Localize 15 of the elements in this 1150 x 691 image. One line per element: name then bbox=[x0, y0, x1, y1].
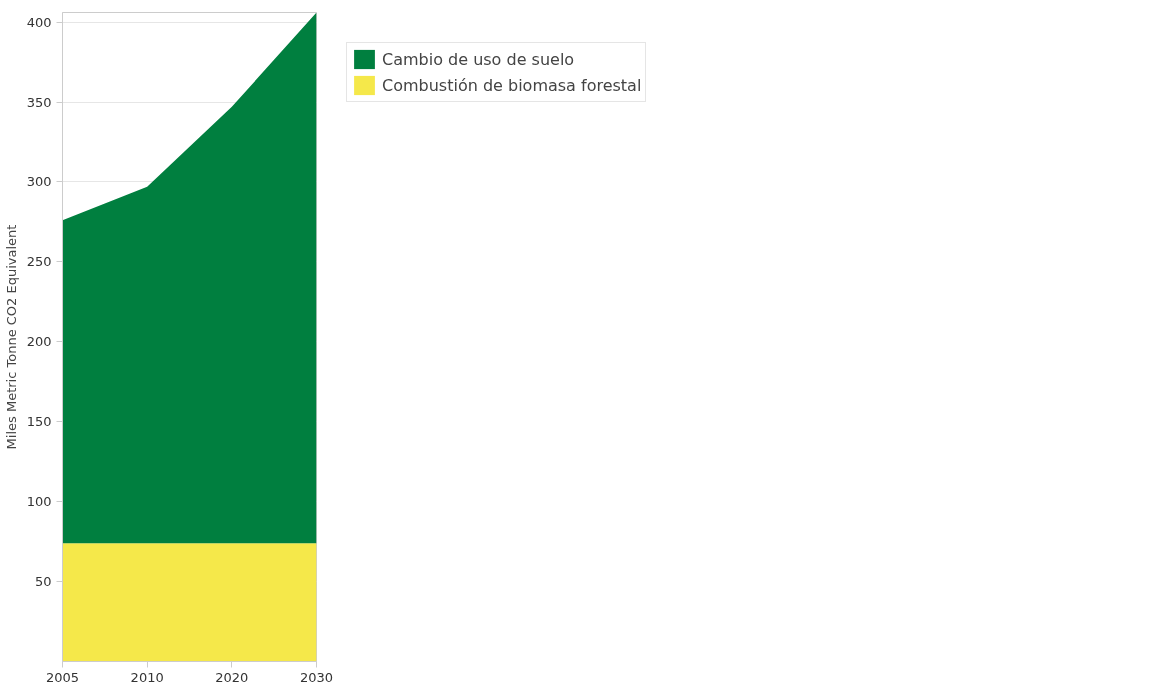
x-tick-label: 2020 bbox=[215, 669, 249, 685]
y-tick-label: 350 bbox=[26, 94, 52, 110]
x-tick-label: 2005 bbox=[45, 669, 80, 685]
y-tick-label: 200 bbox=[26, 334, 52, 350]
y-tick-label: 300 bbox=[26, 174, 52, 190]
legend-label: Combustión de biomasa forestal bbox=[382, 75, 642, 95]
x-tick-label: 2010 bbox=[130, 669, 164, 685]
y-axis-title: Miles Metric Tonne CO2 Equivalent bbox=[3, 224, 19, 450]
legend-label: Cambio de uso de suelo bbox=[382, 49, 575, 69]
y-tick-label: 50 bbox=[34, 574, 52, 590]
x-tick-label: 2030 bbox=[299, 669, 334, 685]
y-tick-label: 250 bbox=[26, 254, 52, 270]
y-tick-label: 150 bbox=[26, 414, 52, 430]
y-tick-label: 100 bbox=[26, 494, 52, 510]
y-tick-label: 400 bbox=[26, 14, 52, 30]
